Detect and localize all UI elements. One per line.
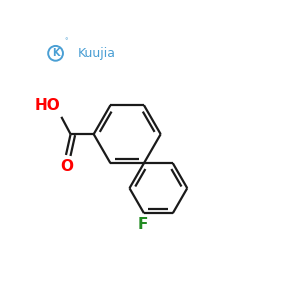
Text: Kuujia: Kuujia [77, 47, 116, 60]
Text: °: ° [64, 39, 68, 45]
Text: F: F [138, 218, 148, 232]
Text: O: O [61, 159, 74, 174]
Text: K: K [52, 48, 59, 58]
Text: HO: HO [34, 98, 60, 113]
